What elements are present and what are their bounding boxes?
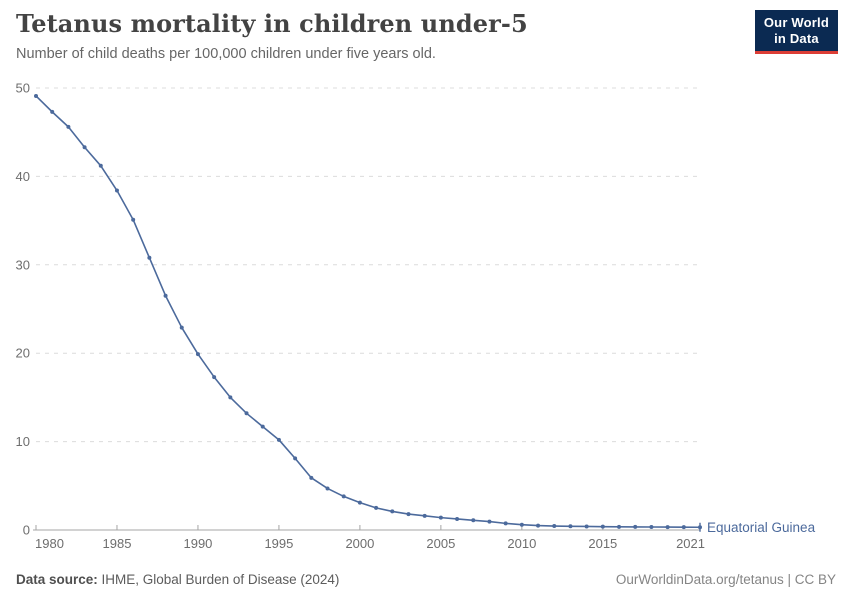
data-point[interactable] [131,217,136,222]
x-tick-label: 1995 [264,536,293,551]
data-point[interactable] [568,524,573,529]
data-point[interactable] [536,523,541,528]
x-tick-label: 2005 [426,536,455,551]
logo-text-line2: in Data [774,30,819,46]
y-tick-label: 20 [16,346,30,361]
data-point[interactable] [325,486,330,491]
x-tick-label: 2010 [507,536,536,551]
data-point[interactable] [82,145,87,150]
data-point[interactable] [147,255,152,260]
data-point[interactable] [422,513,427,518]
data-point[interactable] [600,524,605,529]
data-point[interactable] [244,411,249,416]
y-tick-label: 50 [16,81,30,96]
data-source-text: IHME, Global Burden of Disease (2024) [97,572,340,587]
series-line [35,95,701,529]
data-source-note: Data source: IHME, Global Burden of Dise… [16,572,339,587]
data-point[interactable] [98,163,103,168]
data-point[interactable] [309,475,314,480]
data-point[interactable] [390,509,395,514]
data-point[interactable] [163,293,168,298]
series-entity-label[interactable]: Equatorial Guinea [707,520,816,535]
data-point[interactable] [633,524,638,529]
data-point[interactable] [276,437,281,442]
data-point[interactable] [584,524,589,529]
data-point[interactable] [487,519,492,524]
x-tick-label: 2000 [345,536,374,551]
x-tick-label: 1985 [103,536,132,551]
chart-header: Tetanus mortality in children under-5 Nu… [16,9,750,63]
data-point[interactable] [374,505,379,510]
data-point[interactable] [681,525,686,530]
logo-text-line1: Our World [763,15,829,30]
chart-canvas[interactable]: 0 10 20 30 40 50 1980 1985 1990 1995 2000 2005 2010 2… [0,78,850,556]
chart-footer: Data source: IHME, Global Burden of Dise… [16,572,836,587]
data-point[interactable] [471,518,476,523]
data-point[interactable] [552,524,557,529]
data-point[interactable] [665,525,670,530]
x-tick-label: 1990 [183,536,212,551]
data-point[interactable] [212,375,217,380]
page-title: Tetanus mortality in children under-5 [16,9,528,38]
x-tick-label: 2015 [588,536,617,551]
data-point[interactable] [455,516,460,521]
y-tick-label: 40 [16,169,30,184]
data-point[interactable] [50,109,55,114]
data-point[interactable] [293,456,298,461]
data-point[interactable] [649,524,654,529]
data-point[interactable] [357,500,362,505]
credit-link[interactable]: OurWorldinData.org/tetanus | CC BY [615,572,836,587]
chart-subtitle: Number of child deaths per 100,000 child… [16,45,436,62]
owid-logo: Our World in Data [754,10,838,54]
data-point[interactable] [34,93,38,98]
y-tick-label: 30 [16,257,30,272]
x-tick-label: 1980 [35,536,64,551]
data-point[interactable] [66,124,71,129]
data-point[interactable] [617,524,622,529]
data-point[interactable] [228,395,233,400]
data-point[interactable] [195,352,200,357]
data-point[interactable] [341,494,346,499]
data-point[interactable] [114,188,119,193]
data-point[interactable] [406,512,411,517]
y-tick-label: 10 [16,434,30,449]
data-point[interactable] [260,424,265,429]
data-point[interactable] [438,515,443,520]
y-tick-label: 0 [23,523,30,538]
x-tick-label: 2021 [676,536,705,551]
data-source-label: Data source: [16,572,98,587]
chart-body: 0 10 20 30 40 50 1980 1985 1990 1995 2000 2005 2010 2… [0,78,850,556]
data-point[interactable] [519,522,524,527]
data-point[interactable] [503,521,508,526]
data-point[interactable] [179,325,184,330]
